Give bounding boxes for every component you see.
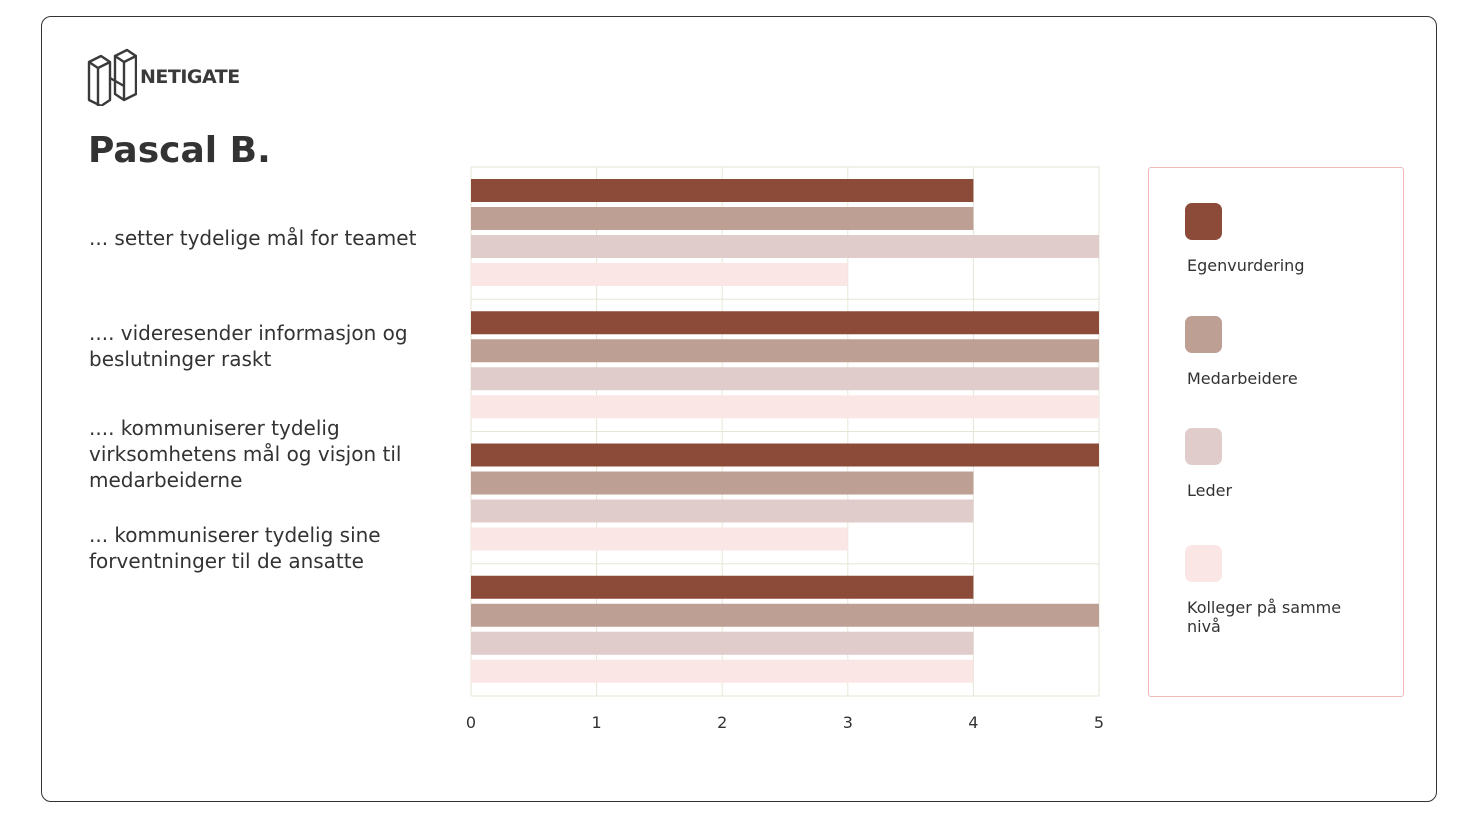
bar [471, 499, 974, 523]
question-label-3: .... kommuniserer tydelig virksomhetens … [89, 416, 402, 492]
netigate-logo: NETIGATE [87, 48, 240, 106]
bar-chart: 0 1 2 3 4 5 [466, 166, 1104, 732]
bar [471, 631, 974, 655]
legend-swatch-egenvurdering [1185, 203, 1222, 240]
bar [471, 659, 974, 683]
bar [471, 207, 974, 230]
netigate-logo-icon [87, 48, 137, 106]
bar [471, 235, 1099, 258]
page-title: Pascal B. [88, 130, 271, 171]
question-label-2: .... videresender informasjon og beslutn… [89, 321, 408, 371]
chart-legend: Egenvurdering Medarbeidere Leder Kollege… [1148, 167, 1404, 697]
legend-item-leder: Leder [1185, 428, 1367, 500]
legend-item-kolleger: Kolleger på samme nivå [1185, 545, 1367, 636]
x-tick-label: 4 [968, 713, 978, 732]
question-label-1: ... setter tydelige mål for teamet [89, 226, 417, 250]
legend-swatch-medarbeidere [1185, 316, 1222, 353]
legend-label-leder: Leder [1187, 481, 1233, 500]
x-tick-label: 3 [843, 713, 853, 732]
bar [471, 527, 848, 551]
bar [471, 395, 1099, 419]
bar [471, 311, 1099, 335]
legend-label-kolleger: Kolleger på samme nivå [1187, 598, 1342, 636]
bar [471, 367, 1099, 391]
brand-name: NETIGATE [140, 66, 240, 88]
legend-swatch-leder [1185, 428, 1222, 465]
x-tick-label: 5 [1094, 713, 1104, 732]
x-tick-label: 0 [466, 713, 476, 732]
bar [471, 179, 974, 202]
legend-label-medarbeidere: Medarbeidere [1187, 369, 1298, 388]
bar [471, 603, 1099, 627]
bar [471, 263, 848, 286]
legend-label-egenvurdering: Egenvurdering [1187, 256, 1305, 275]
legend-item-egenvurdering: Egenvurdering [1185, 203, 1367, 275]
legend-item-medarbeidere: Medarbeidere [1185, 316, 1367, 388]
bar [471, 443, 1099, 467]
x-tick-label: 2 [717, 713, 727, 732]
bar [471, 339, 1099, 363]
bar [471, 471, 974, 495]
legend-swatch-kolleger [1185, 545, 1222, 582]
bar [471, 575, 974, 599]
question-label-4: ... kommuniserer tydelig sine forventnin… [89, 523, 381, 573]
x-tick-label: 1 [592, 713, 602, 732]
